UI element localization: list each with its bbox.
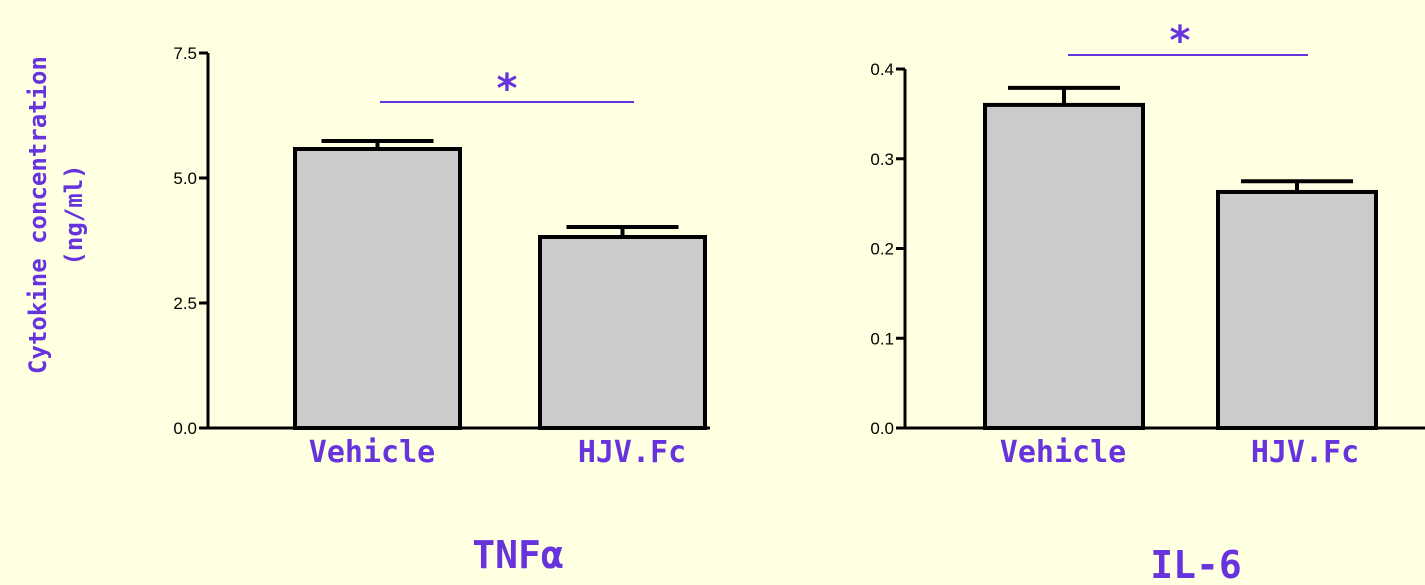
bar-vehicle — [293, 147, 462, 430]
y-axis-label-line1: Cytokine concentration — [24, 56, 52, 374]
y-tick-label: 0.0 — [173, 419, 197, 438]
y-tick-label: 0.3 — [870, 150, 894, 169]
y-tick-label: 5.0 — [173, 169, 197, 188]
y-tick-label: 0.1 — [870, 329, 894, 348]
bar-hjv-fc — [538, 235, 707, 430]
y-axis-label-line2: (ng/ml) — [60, 164, 88, 265]
category-label: HJV.Fc — [578, 435, 686, 470]
y-axis-label: Cytokine concentration (ng/ml) — [24, 56, 88, 374]
category-label: Vehicle — [1000, 435, 1126, 470]
y-tick-label: 2.5 — [173, 294, 197, 313]
bar-hjv-fc — [1216, 189, 1378, 430]
significance-star: * — [1170, 18, 1191, 64]
chart-title: TNFα — [472, 533, 564, 577]
y-tick-label: 0.0 — [870, 419, 894, 438]
significance-star: * — [497, 66, 518, 112]
y-tick-label: 0.2 — [870, 240, 894, 259]
chart-tnf-alpha: 0.0 2.5 5.0 7.5 Vehicle HJV.Fc * TNFα — [173, 44, 710, 577]
category-label: HJV.Fc — [1251, 435, 1359, 470]
chart-title: IL-6 — [1150, 543, 1242, 585]
bar-vehicle — [983, 102, 1145, 431]
y-tick-label: 7.5 — [173, 44, 197, 63]
chart-il-6: 0.0 0.1 0.2 0.3 0.4 Vehicle HJV.Fc * IL-6 — [870, 18, 1425, 585]
category-label: Vehicle — [309, 435, 435, 470]
y-tick-label: 0.4 — [870, 60, 894, 79]
